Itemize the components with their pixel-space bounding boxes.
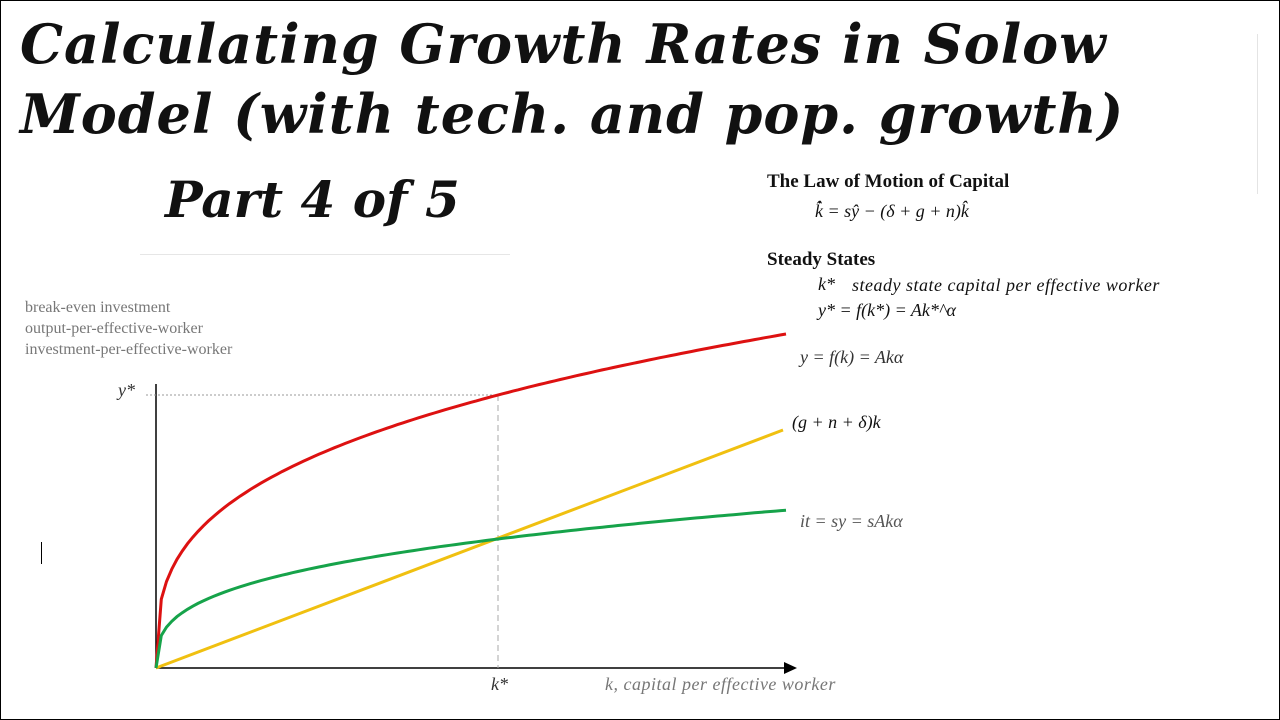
investment-curve-label: it = sy = sAkα xyxy=(800,511,903,531)
ystar-tick-label: y* xyxy=(118,380,135,400)
legend-break-even: break-even investment xyxy=(25,299,171,316)
kstar-tick-label: k* xyxy=(491,674,508,694)
output-curve-label: y = f(k) = Akα xyxy=(800,347,904,367)
part-indicator: Part 4 of 5 xyxy=(165,170,460,229)
law-of-motion-heading: The Law of Motion of Capital xyxy=(767,171,1010,192)
break-even-line-label: (g + n + δ)k xyxy=(792,412,881,432)
x-axis-arrowhead xyxy=(784,662,797,674)
title-panel-outline xyxy=(1240,34,1258,194)
slide-title-line-2: Model (with tech. and pop. growth) xyxy=(20,82,1125,146)
investment-curve xyxy=(154,508,787,669)
legend-output: output-per-effective-worker xyxy=(25,320,203,337)
break-even-line xyxy=(155,428,784,670)
law-of-motion-equation: k̂̇ = sŷ − (δ + g + n)k̂ xyxy=(815,201,969,221)
slide-title-line-1: Calculating Growth Rates in Solow xyxy=(20,12,1107,76)
steady-state-y-equation: y* = f(k*) = Ak*^α xyxy=(818,300,956,320)
legend-investment: investment-per-effective-worker xyxy=(25,341,233,358)
part-panel-outline xyxy=(140,254,510,256)
steady-state-k-description: steady state capital per effective worke… xyxy=(852,275,1160,295)
steady-states-heading: Steady States xyxy=(767,249,876,270)
x-axis-label: k, capital per effective worker xyxy=(605,674,836,694)
output-curve xyxy=(154,332,787,669)
steady-state-k-symbol: k* xyxy=(818,274,835,294)
text-cursor xyxy=(41,542,42,564)
